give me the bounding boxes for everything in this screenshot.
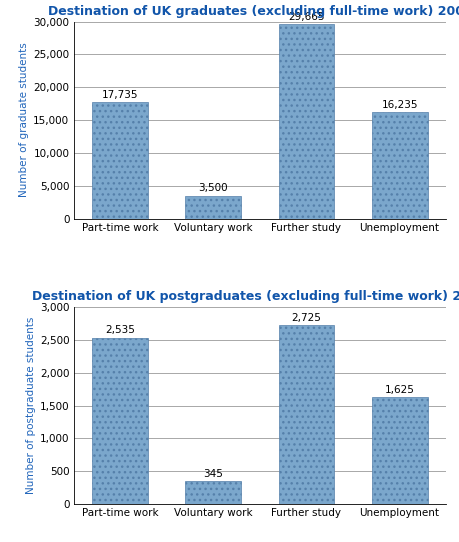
Bar <box>371 397 427 504</box>
Text: 17,735: 17,735 <box>102 90 138 100</box>
Bar <box>185 196 241 218</box>
Bar <box>278 24 334 218</box>
Text: 2,725: 2,725 <box>291 313 321 323</box>
Text: 345: 345 <box>203 469 223 479</box>
Y-axis label: Number of graduate students: Number of graduate students <box>19 43 29 197</box>
Title: Destination of UK postgraduates (excluding full-time work) 2008: Destination of UK postgraduates (excludi… <box>32 290 459 303</box>
Bar <box>185 481 241 504</box>
Text: 1,625: 1,625 <box>384 385 414 395</box>
Bar <box>278 325 334 504</box>
Bar <box>92 102 148 218</box>
Bar <box>371 112 427 218</box>
Title: Destination of UK graduates (excluding full-time work) 2008: Destination of UK graduates (excluding f… <box>47 5 459 18</box>
Bar <box>92 338 148 504</box>
Text: 2,535: 2,535 <box>105 325 135 335</box>
Y-axis label: Number of postgraduate students: Number of postgraduate students <box>26 317 35 494</box>
Text: 3,500: 3,500 <box>198 183 228 193</box>
Text: 29,665: 29,665 <box>288 11 324 22</box>
Text: 16,235: 16,235 <box>381 100 417 109</box>
